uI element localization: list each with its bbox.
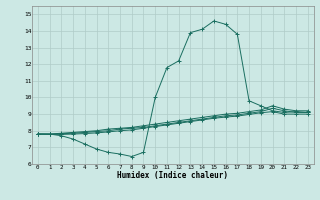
X-axis label: Humidex (Indice chaleur): Humidex (Indice chaleur)	[117, 171, 228, 180]
